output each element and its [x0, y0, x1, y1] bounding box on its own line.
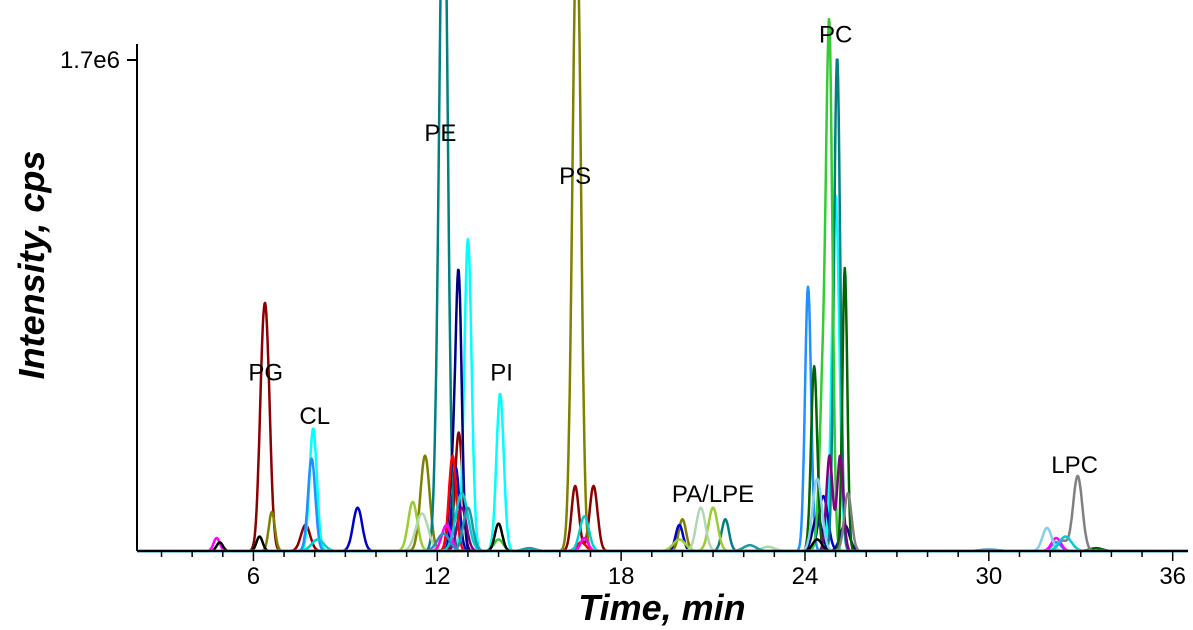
peak-label-lpc: LPC: [1051, 452, 1098, 479]
x-axis-title: Time, min: [578, 587, 745, 628]
peak-label-pa-lpe: PA/LPE: [672, 481, 754, 508]
x-tick-label: 18: [608, 563, 635, 590]
x-tick-label: 36: [1159, 563, 1186, 590]
series-line-2: [136, 0, 1189, 553]
annotation-layer: PG CL PE PI PS PA/LPE PC LPC: [248, 22, 1098, 508]
series-line-7: [136, 268, 1189, 553]
series-line-18: [136, 491, 1189, 553]
y-axis-title: Intensity, cps: [11, 151, 52, 380]
axes-layer: [136, 44, 1188, 552]
series-line-8: [136, 17, 1189, 553]
series-line-13: [136, 506, 1189, 553]
series-line-4: [136, 285, 1189, 553]
series-line-3: [136, 194, 1189, 553]
series-line-10: [136, 454, 1189, 553]
series-line-6: [136, 0, 1189, 553]
series-line-9: [136, 266, 1189, 553]
x-tick-label: 30: [975, 563, 1002, 590]
peak-label-cl: CL: [299, 403, 330, 430]
series-line-12: [136, 500, 1189, 553]
x-tick-label: 6: [247, 563, 260, 590]
peak-label-pc: PC: [819, 22, 852, 49]
series-line-5: [136, 465, 1189, 553]
series-line-19: [136, 506, 1189, 553]
ticks-layer: 6 12 18 24 30 36 1.7e6: [60, 47, 1186, 590]
series-line-17: [136, 522, 1189, 553]
series-line-1: [136, 301, 1189, 553]
x-tick-label: 12: [424, 563, 451, 590]
x-tick-label: 24: [792, 563, 819, 590]
peak-label-pg: PG: [248, 360, 283, 387]
peak-label-pi: PI: [490, 360, 513, 387]
series-layer: [136, 0, 1189, 553]
series-line-15: [136, 523, 1189, 553]
series-line-16: [136, 477, 1189, 553]
peak-label-pe: PE: [424, 120, 456, 147]
y-tick-label: 1.7e6: [60, 47, 120, 74]
peak-label-ps: PS: [559, 163, 591, 190]
series-line-11: [136, 474, 1189, 553]
series-line-14: [136, 454, 1189, 553]
